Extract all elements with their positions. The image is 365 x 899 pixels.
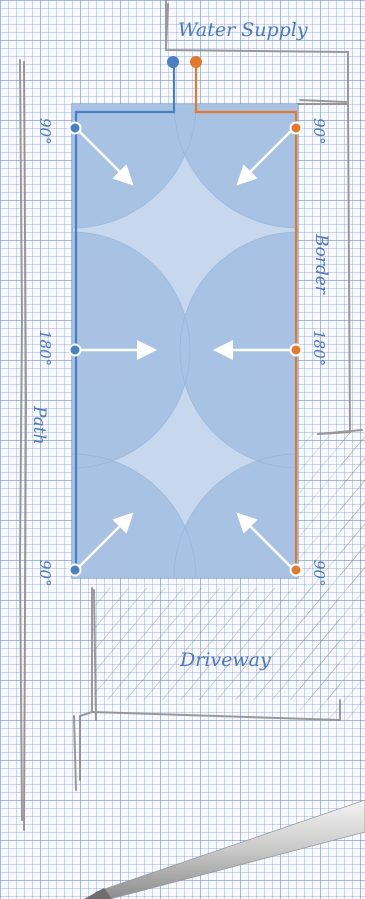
sprinkler-head-icon	[289, 121, 303, 135]
orange-pipe	[194, 62, 298, 574]
angle-label-bottom-right: 90°	[310, 560, 328, 587]
angle-label-mid-left: 180°	[36, 330, 54, 366]
driveway-hatch-area	[92, 432, 365, 720]
arrow-icon	[236, 130, 292, 186]
spray-coverage-br	[174, 454, 298, 578]
water-supply-label: Water Supply	[178, 19, 308, 41]
angle-label-top-right: 90°	[310, 118, 328, 145]
sprinkler-head-icon	[68, 121, 82, 135]
blue-supply-valve-icon	[167, 56, 179, 68]
driveway-label: Driveway	[179, 649, 271, 671]
path-label: Path	[29, 405, 49, 445]
sprinkler-heads	[68, 121, 303, 577]
spray-arrows	[78, 130, 292, 568]
spray-coverage-tr	[174, 104, 298, 228]
angle-label-bottom-left: 90°	[36, 560, 54, 587]
arrow-icon	[78, 512, 134, 568]
angle-label-mid-right: 180°	[310, 330, 328, 366]
lawn-zone	[71, 103, 299, 579]
border-label: Border	[311, 233, 331, 295]
sprinkler-head-icon	[68, 563, 82, 577]
arrow-icon	[78, 130, 134, 186]
sprinkler-head-icon	[289, 343, 303, 357]
blue-pipe	[74, 62, 176, 574]
spray-coverage-bl	[72, 454, 196, 578]
orange-supply-valve-icon	[190, 56, 202, 68]
arrow-icon	[236, 512, 292, 568]
pencil-icon	[84, 799, 365, 899]
water-supply-pipes	[74, 56, 298, 574]
property-boundary-sketch	[18, 0, 363, 831]
angle-label-top-left: 90°	[36, 118, 54, 145]
sprinkler-head-icon	[289, 563, 303, 577]
sprinkler-head-icon	[68, 343, 82, 357]
spray-coverage-tl	[72, 104, 196, 228]
